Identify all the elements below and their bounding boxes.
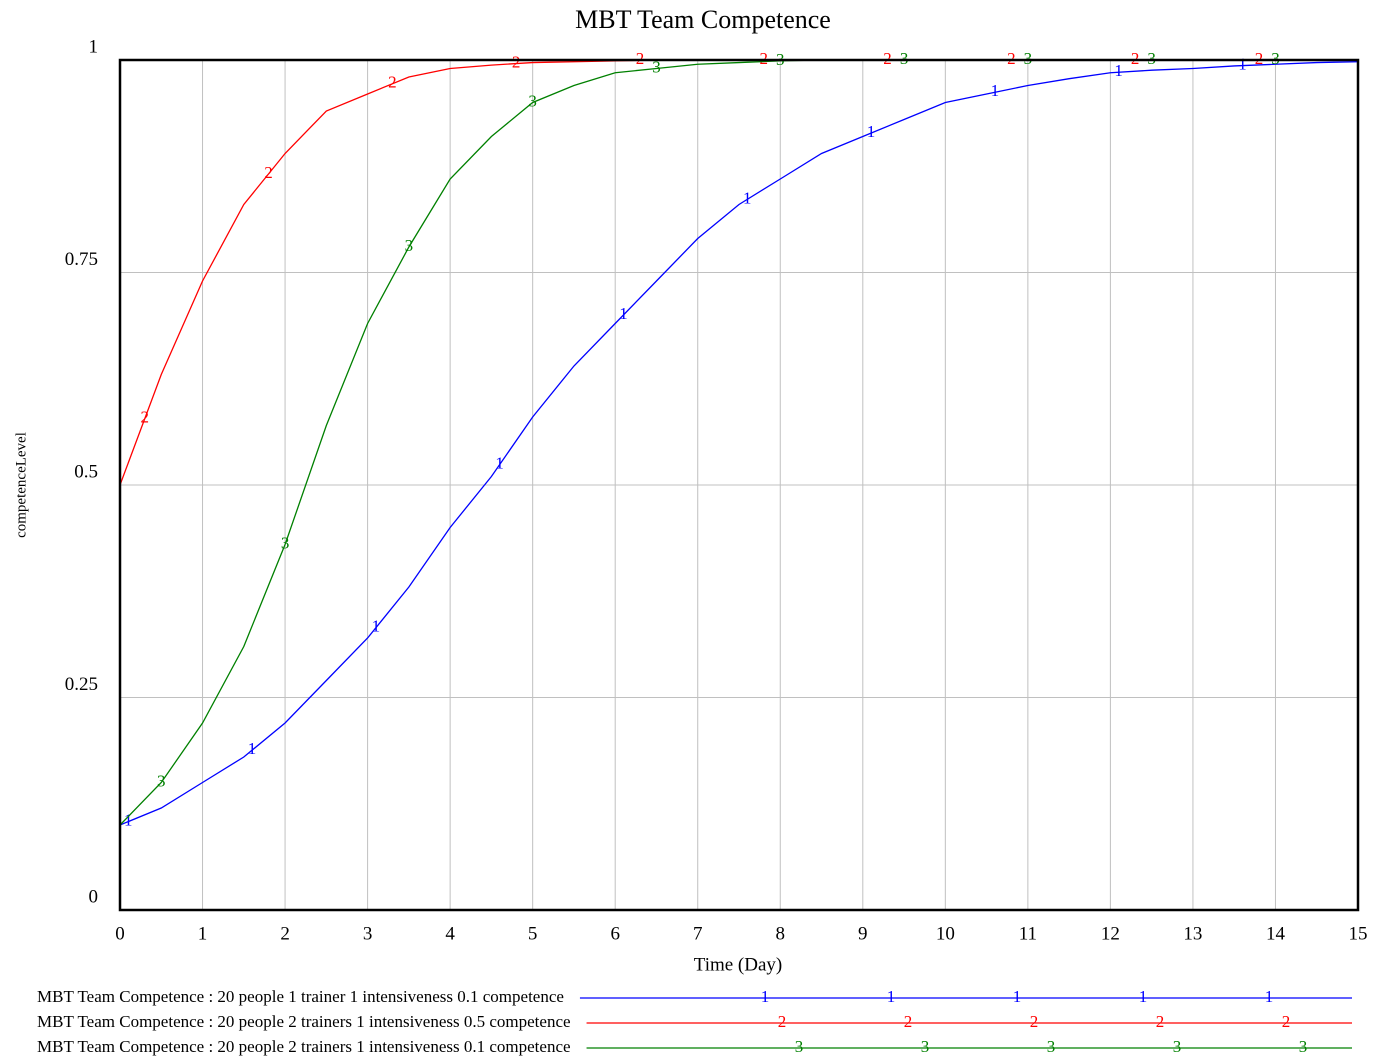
x-tick-label: 4 [445, 923, 455, 944]
series-marker: 3 [528, 91, 537, 110]
series-marker: 3 [405, 236, 414, 255]
x-tick-label: 7 [693, 923, 703, 944]
legend-label: MBT Team Competence : 20 people 2 traine… [37, 1012, 571, 1031]
series-marker: 1 [248, 739, 257, 758]
legend-marker: 3 [921, 1037, 930, 1056]
series-marker: 3 [652, 57, 661, 76]
legend-marker: 2 [1156, 1012, 1165, 1031]
series-marker: 2 [512, 52, 521, 71]
y-tick-label: 0.5 [74, 461, 98, 482]
series-marker: 2 [636, 49, 645, 68]
series-marker: 1 [619, 304, 628, 323]
legend-marker: 3 [1299, 1037, 1308, 1056]
legend-marker: 1 [887, 987, 896, 1006]
legend-marker: 1 [1265, 987, 1274, 1006]
x-tick-label: 11 [1019, 923, 1037, 944]
y-tick-label: 0.75 [65, 249, 98, 270]
x-tick-label: 14 [1266, 923, 1286, 944]
series-marker: 1 [495, 454, 504, 473]
x-tick-label: 1 [198, 923, 208, 944]
series-marker: 2 [141, 408, 150, 427]
series-marker: 2 [1255, 49, 1264, 68]
series-line [119, 61, 1359, 826]
y-tick-label: 0.25 [65, 674, 98, 695]
legend-marker: 1 [1013, 987, 1022, 1006]
legend-label: MBT Team Competence : 20 people 1 traine… [37, 987, 564, 1006]
legend-marker: 2 [778, 1012, 787, 1031]
series-marker: 2 [760, 49, 769, 68]
legend-marker: 1 [1139, 987, 1148, 1006]
x-tick-label: 0 [115, 923, 125, 944]
chart-title: MBT Team Competence [575, 5, 831, 34]
series-marker: 3 [157, 771, 166, 790]
series-marker: 1 [743, 188, 752, 207]
x-tick-label: 8 [776, 923, 786, 944]
legend-marker: 3 [1047, 1037, 1056, 1056]
series-marker: 3 [900, 49, 909, 68]
series-marker: 3 [1024, 49, 1033, 68]
legend-label: MBT Team Competence : 20 people 2 traine… [37, 1037, 571, 1056]
x-tick-label: 15 [1349, 923, 1368, 944]
series-marker: 2 [388, 73, 397, 92]
series-marker: 1 [1238, 55, 1247, 74]
series-marker: 1 [991, 81, 1000, 100]
x-axis-label: Time (Day) [694, 954, 783, 975]
x-tick-label: 10 [936, 923, 955, 944]
series-marker: 1 [372, 617, 381, 636]
x-tick-label: 2 [280, 923, 290, 944]
plot-frame [118, 58, 1360, 912]
y-axis-label: competenceLevel [13, 432, 29, 538]
series-marker: 2 [264, 163, 273, 182]
series-marker: 3 [281, 533, 290, 552]
series-marker: 1 [867, 122, 876, 141]
legend-marker: 2 [904, 1012, 913, 1031]
series-marker: 1 [1114, 61, 1123, 80]
series-line [119, 59, 1358, 826]
legend-marker: 3 [1173, 1037, 1182, 1056]
y-tick-label: 1 [89, 36, 99, 57]
series-marker: 3 [1147, 49, 1156, 68]
y-tick-label: 0 [89, 886, 99, 907]
legend-marker: 2 [1030, 1012, 1039, 1031]
series-marker: 2 [1007, 49, 1016, 68]
series-marker: 1 [124, 811, 133, 830]
x-tick-label: 3 [363, 923, 373, 944]
x-tick-label: 6 [610, 923, 620, 944]
x-tick-label: 13 [1183, 923, 1202, 944]
x-tick-label: 5 [528, 923, 538, 944]
series-marker: 3 [1271, 49, 1280, 68]
series-marker: 2 [883, 49, 892, 68]
legend-marker: 2 [1282, 1012, 1291, 1031]
series-marker: 2 [1131, 49, 1140, 68]
x-tick-label: 9 [858, 923, 868, 944]
legend-marker: 1 [761, 987, 770, 1006]
x-tick-label: 12 [1101, 923, 1120, 944]
legend-marker: 3 [795, 1037, 804, 1056]
